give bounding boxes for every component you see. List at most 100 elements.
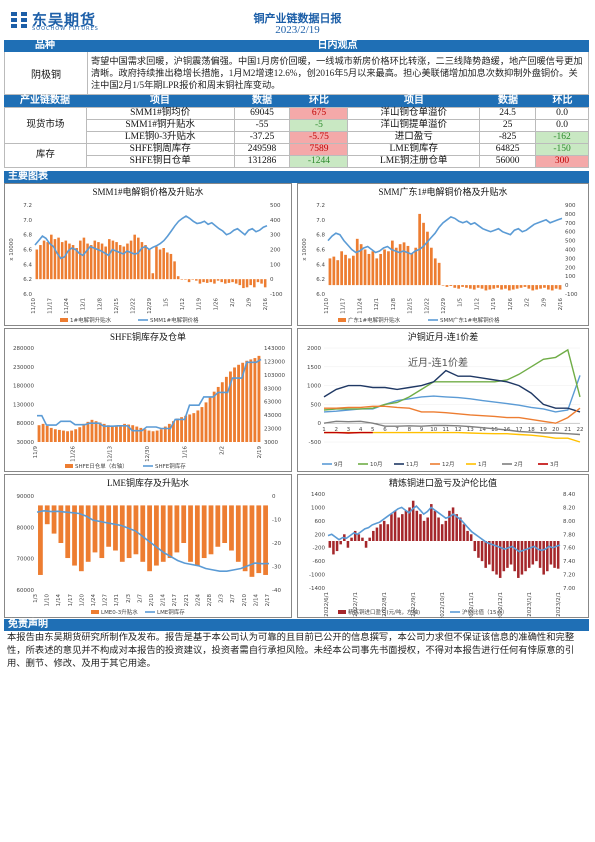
legend-label: 1#电解铜升贴水 — [70, 316, 112, 324]
change2-cell: 300 — [535, 155, 589, 168]
chart-bar — [466, 530, 469, 541]
chart-bar — [108, 239, 111, 280]
table-row: SMM1#铜升贴水 -55 -5 洋山铜提单溢价 25 0.0 — [5, 119, 589, 132]
chart-bar — [220, 279, 223, 283]
x-tick-label: 1/20 — [79, 594, 85, 607]
chart-lme-stock: 60000 70000 80000 90000 -40 -30 -20 -10 0 1/3 1/10… — [17, 494, 282, 616]
y-right-tick-label: 900 — [565, 203, 576, 209]
chart-bar — [133, 505, 139, 555]
chart-bar — [41, 423, 45, 442]
x-tick-label: 1/12 — [180, 298, 186, 310]
chart-bar — [75, 248, 78, 280]
x-tick-label: 2 — [334, 427, 338, 433]
y-right-tick-label: 0 — [565, 283, 569, 289]
chart-bar — [504, 285, 507, 289]
x-tick-label: 2/16 — [263, 298, 269, 311]
chart-bar — [216, 279, 220, 281]
chart-bar — [249, 279, 252, 286]
report-date: 2023/2/19 — [275, 24, 320, 36]
change-cell: 675 — [289, 107, 349, 120]
logo-text-en: SOOCHOW FUTURES — [32, 26, 99, 32]
view-header: 日内观点 — [317, 40, 358, 51]
chart-panel-spread: 沪铜近月-连1价差 -500 0 500 1000 1500 2000 1 2 3 4 5 6 7 8 9 1… — [297, 328, 589, 472]
change-cell: -1244 — [289, 155, 349, 168]
x-tick-label: 11/10 — [324, 298, 330, 314]
y-tick-label: 1500 — [307, 365, 321, 371]
chart-bar — [531, 285, 535, 291]
chart-panel-lme: LME铜库存及升贴水 60000 70000 80000 90000 -40 -30 -20… — [4, 474, 292, 618]
chart-bar — [506, 541, 509, 568]
item2-cell: 洋山铜仓单溢价 — [347, 107, 481, 120]
y-right-tick-label: 123000 — [264, 359, 285, 365]
legend-label: 广东1#电解铜升贴水 — [348, 316, 401, 324]
x-tick-label: 2/24 — [195, 594, 201, 607]
chart-bar — [35, 249, 39, 280]
item-cell: LME铜0-3升贴水 — [85, 131, 235, 144]
y-left-tick-label: 80000 — [17, 525, 35, 531]
y-left-tick-label: 60000 — [17, 588, 35, 594]
y-right-tick-label: 23000 — [264, 427, 282, 433]
chart-bar — [242, 505, 248, 572]
x-tick-label: 22 — [577, 427, 584, 433]
disclaimer-header-band: 免责声明 — [4, 619, 589, 631]
chart-bar — [173, 261, 176, 280]
data2-cell: 25 — [479, 119, 537, 132]
chart-bar — [241, 362, 245, 442]
x-tick-label: 2/10 — [149, 594, 155, 607]
chart-bar — [154, 505, 159, 566]
y-left-tick-label: 6.6 — [23, 248, 32, 254]
chart-bar — [38, 505, 43, 575]
chart-bar — [444, 520, 448, 541]
x-tick-label: 2022/8/1 — [382, 592, 388, 617]
chart-bar — [74, 429, 78, 442]
chart-bar — [44, 505, 50, 525]
data2-cell: 64825 — [479, 143, 537, 156]
x-tick-label: 1/26 — [213, 298, 219, 311]
chart-bar — [461, 285, 464, 287]
chart-bar — [169, 253, 173, 280]
chart-bar — [181, 505, 187, 543]
x-tick-label: 12/22 — [424, 298, 430, 314]
x-tick-label: 2022/6/1 — [324, 592, 330, 617]
y-right-tick-label: 3000 — [264, 440, 278, 446]
chart-bar — [58, 505, 64, 543]
y-right-tick-label: 300 — [270, 233, 281, 239]
legend-label: SHFE铜库存 — [155, 462, 186, 470]
x-tick-label: 2/3 — [126, 594, 132, 603]
chart-bar — [65, 505, 71, 559]
y-left-tick-label: -600 — [313, 559, 326, 565]
chart-bar — [237, 364, 241, 442]
y-left-tick-label: 7.0 — [316, 218, 325, 224]
chart-bar — [140, 242, 144, 280]
chart-bar — [97, 242, 100, 280]
chart-bar — [42, 240, 46, 280]
chart-bar — [70, 430, 74, 442]
chart-bar — [94, 421, 98, 442]
x-tick-label: 7 — [395, 427, 399, 433]
x-tick-label: 10 — [430, 427, 437, 433]
chart-bar — [60, 242, 64, 280]
chart-bar — [348, 258, 351, 286]
chart-bar — [375, 527, 379, 541]
chart-series-line — [34, 215, 268, 260]
chart-bar — [104, 246, 107, 280]
y-left-tick-label: 200 — [315, 532, 326, 538]
change-header: 环比 — [309, 95, 329, 106]
data-cell: 69045 — [233, 107, 291, 120]
chart-bar — [131, 425, 135, 442]
legend-swatch — [338, 610, 346, 614]
chart-bar — [462, 524, 466, 541]
view-row: 阴极铜 寄望中国需求回暖，沪铜震荡偏强。中国1月房价回暖，一线城市新房价格环比转… — [4, 52, 589, 95]
chart-bar — [531, 541, 535, 565]
x-tick-label: 2/7 — [137, 594, 143, 603]
y-right-tick-label: 7.40 — [563, 559, 576, 565]
chart-bar — [147, 430, 151, 442]
chart-title: LME铜库存及升贴水 — [107, 478, 189, 488]
chart-panel-smm1: SMM1#电解铜价格及升贴水 6.0 6.2 6.4 6.6 6.8 7.0 7.2 -100… — [4, 183, 292, 326]
chart-bar — [535, 285, 539, 290]
chart-bar — [115, 242, 118, 280]
chart-title: SMM广东1#电解铜价格及升贴水 — [378, 187, 508, 197]
chart-bar — [256, 279, 260, 283]
chart-title: 沪铜近月-连1价差 — [407, 332, 479, 342]
